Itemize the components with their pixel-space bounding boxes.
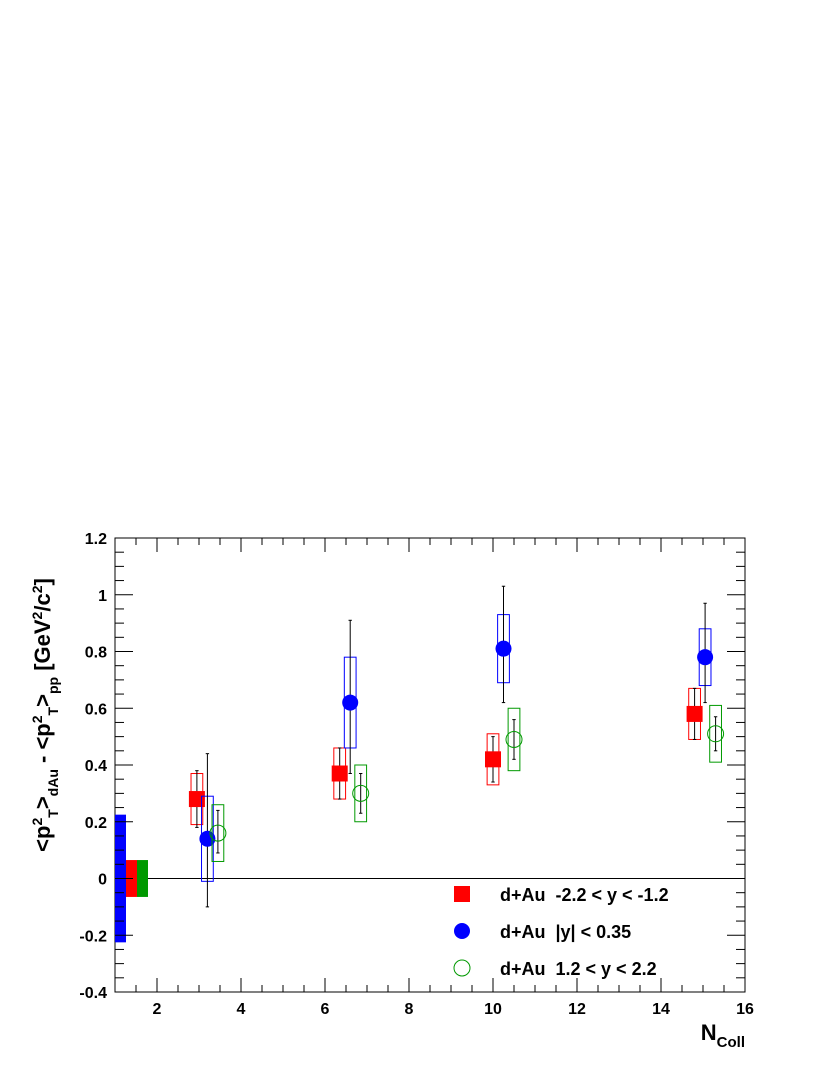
data-point (199, 830, 216, 847)
x-axis-label-main: N (701, 1020, 717, 1045)
y-axis-label-part: /c (30, 593, 55, 611)
y-axis-label-part: > (30, 796, 55, 809)
y-tick-label: 0 (98, 872, 107, 889)
y-tick-label: 1.2 (85, 531, 107, 548)
plot-area-border (114, 537, 746, 993)
y-tick-label: -0.2 (79, 928, 107, 945)
series-filled-square (188, 687, 703, 828)
y-axis-label-part: - <p (30, 723, 55, 769)
data-point (209, 824, 227, 842)
legend-marker (454, 886, 470, 902)
legend-label: d+Au -2.2 < y < -1.2 (500, 885, 669, 905)
y-axis-label: <p2T>dAu - <p2T>pp [GeV2/c2] (29, 578, 61, 852)
y-axis-label-part: > (30, 694, 55, 707)
y-axis-label-part: pp (45, 677, 61, 694)
y-axis-label-part: [GeV (30, 619, 55, 677)
y-axis-label-part: ] (30, 578, 55, 585)
x-tick-label: 4 (237, 1001, 246, 1018)
data-point (505, 730, 523, 748)
legend-label: d+Au 1.2 < y < 2.2 (500, 959, 657, 979)
data-point (485, 751, 501, 768)
data-point (331, 765, 348, 782)
x-axis-label-sub: Coll (717, 1034, 745, 1051)
legend-marker (453, 959, 471, 977)
y-tick-label: 0.2 (85, 815, 107, 832)
data-point (495, 640, 512, 657)
x-tick-label: 10 (484, 1001, 502, 1018)
systematic-box (709, 704, 722, 763)
x-tick-label: 2 (153, 1001, 162, 1018)
y-tick-label: -0.4 (79, 985, 107, 1002)
x-axis-label: NColl (701, 1020, 745, 1051)
y-axis-label-part: 2 (29, 818, 45, 826)
legend-marker (454, 923, 470, 939)
y-axis-label-part: T (45, 706, 61, 715)
x-tick-label: 12 (568, 1001, 586, 1018)
y-axis-label-part: <p (30, 826, 55, 852)
y-tick-label: 0.4 (85, 758, 107, 775)
data-point (352, 784, 370, 802)
x-tick-label: 6 (321, 1001, 330, 1018)
legend-label: d+Au |y| < 0.35 (500, 922, 631, 942)
data-point (188, 791, 205, 808)
y-tick-label: 1 (98, 588, 107, 605)
series-open-circle (209, 704, 725, 862)
axis-ticks: -0.4 -0.2 0 0.2 0.4 0.6 0.8 1 1.2 2 4 6 8 10 12 14 16 (79, 531, 754, 1018)
systematic-box (354, 764, 368, 823)
plot-frame (114, 537, 746, 993)
y-axis-label-part: dAu (45, 769, 61, 796)
data-point (686, 705, 703, 722)
data-point (707, 725, 725, 743)
y-tick-label: 0.6 (85, 701, 107, 718)
data-series (188, 585, 725, 908)
x-tick-label: 8 (405, 1001, 414, 1018)
legend: d+Au -2.2 < y < -1.2 d+Au |y| < 0.35 d+Au … (453, 885, 669, 979)
global-uncertainty-band (137, 860, 148, 897)
y-axis-label-part: 2 (29, 585, 45, 593)
y-axis-label-part: T (45, 809, 61, 818)
y-axis-label-part: 2 (29, 611, 45, 619)
y-tick-label: 0.8 (85, 645, 107, 662)
x-tick-label: 14 (652, 1001, 670, 1018)
y-axis-label-part: 2 (29, 715, 45, 723)
data-point (342, 694, 359, 711)
systematic-box (211, 804, 225, 862)
data-point (697, 649, 714, 666)
systematic-box (507, 707, 521, 772)
series-filled-circle (199, 585, 714, 908)
x-tick-label: 16 (736, 1001, 754, 1018)
